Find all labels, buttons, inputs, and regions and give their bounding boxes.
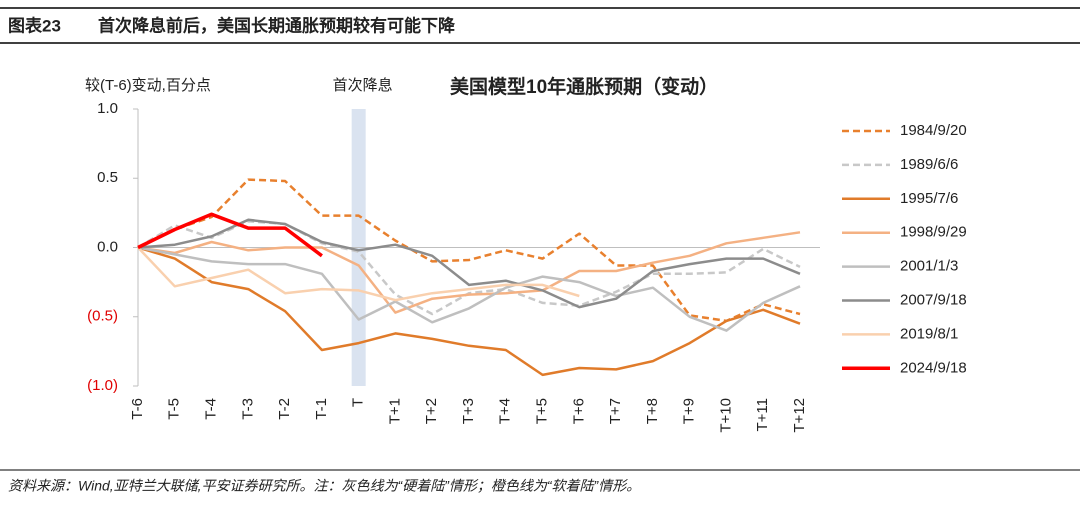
x-tick-label: T-6: [129, 398, 146, 420]
x-tick-label: T+6: [570, 398, 587, 424]
series-line: [137, 246, 801, 377]
chart-title: 美国模型10年通胀预期（变动）: [450, 75, 718, 98]
y-axis-label: 较(T-6)变动,百分点: [85, 76, 211, 94]
x-tick-label: T+5: [534, 398, 551, 424]
highlight-label: 首次降息: [333, 77, 393, 94]
series-line: [137, 231, 801, 314]
legend-label: 1984/9/20: [900, 122, 967, 139]
series-line: [137, 212, 323, 258]
x-tick-label: T+2: [423, 398, 440, 424]
x-tick-label: T+3: [460, 398, 477, 424]
x-tick-label: T+1: [386, 398, 403, 424]
series-line: [137, 246, 801, 332]
x-tick-label: T+10: [717, 398, 734, 433]
y-tick-label: (0.5): [87, 308, 118, 325]
series-line: [137, 219, 801, 316]
y-tick-label: (1.0): [87, 377, 118, 394]
legend-label: 2024/9/18: [900, 359, 967, 376]
legend-label: 2001/1/3: [900, 258, 958, 275]
series-line: [137, 246, 580, 302]
x-tick-label: T+11: [754, 398, 771, 432]
x-tick-label: T-2: [276, 398, 293, 420]
legend-label: 1989/6/6: [900, 156, 958, 173]
x-tick-label: T+9: [681, 398, 698, 424]
x-tick-label: T+12: [791, 398, 808, 433]
x-tick-label: T+8: [644, 398, 661, 424]
y-tick-label: 0.0: [97, 238, 118, 255]
legend-label: 2007/9/18: [900, 291, 967, 308]
x-tick-label: T-5: [166, 398, 183, 420]
y-tick-label: 0.5: [97, 169, 118, 186]
x-tick-label: T+4: [497, 398, 514, 424]
figure-title: 首次降息前后，美国长期通胀预期较有可能下降: [98, 15, 456, 35]
y-tick-label: 1.0: [97, 100, 118, 117]
figure-number: 图表23: [8, 15, 61, 35]
source-note: 资料来源：Wind,亚特兰大联储,平安证券研究所。注：灰色线为“硬着陆”情形；橙…: [8, 478, 640, 494]
legend-label: 1995/7/6: [900, 190, 958, 207]
series-line: [137, 218, 801, 309]
legend-label: 1998/9/29: [900, 224, 967, 241]
x-tick-label: T-4: [203, 398, 220, 420]
x-tick-label: T-1: [313, 398, 330, 420]
x-tick-label: T-3: [239, 398, 256, 420]
x-tick-label: T+7: [607, 398, 624, 424]
legend-label: 2019/8/1: [900, 325, 958, 342]
series-line: [137, 178, 801, 323]
x-tick-label: T: [350, 398, 367, 407]
